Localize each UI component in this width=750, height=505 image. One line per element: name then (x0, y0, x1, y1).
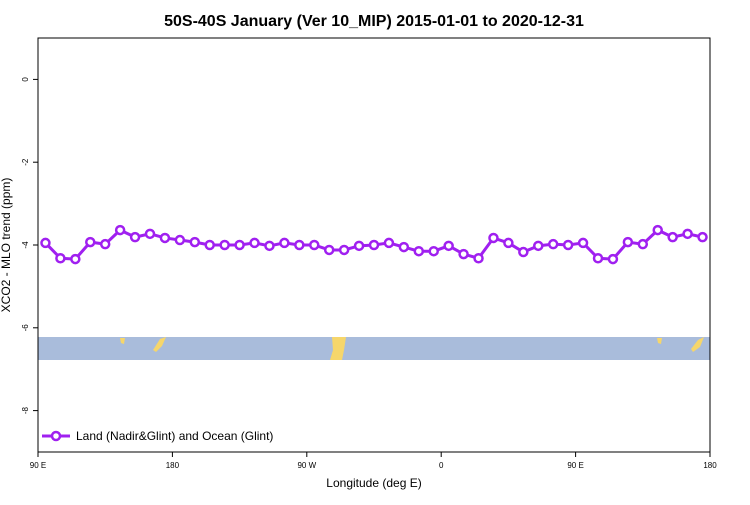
y-tick-label: 0 (21, 77, 30, 82)
data-point (144, 228, 156, 240)
data-point (443, 240, 454, 252)
chart-title: 50S-40S January (Ver 10_MIP) 2015-01-01 … (164, 13, 584, 30)
data-point (503, 237, 514, 249)
data-point (682, 228, 693, 240)
data-point (55, 252, 66, 264)
data-point (652, 224, 663, 236)
x-tick-label: 0 (439, 461, 444, 470)
x-tick-label: 180 (166, 461, 180, 470)
data-point (473, 252, 484, 264)
x-axis-label: Longitude (deg E) (326, 476, 421, 490)
data-point (533, 240, 544, 252)
data-point (518, 246, 529, 258)
data-point (70, 253, 81, 265)
data-point (697, 231, 708, 243)
x-tick-label: 90 W (297, 461, 316, 470)
data-point (592, 252, 604, 264)
y-tick-label: -4 (21, 241, 30, 249)
data-point (383, 237, 395, 249)
x-tick-label: 90 E (30, 461, 46, 470)
x-tick-label: 90 E (567, 461, 583, 470)
data-point (294, 239, 305, 251)
data-point (114, 224, 126, 236)
data-point (577, 237, 589, 249)
y-tick-label: -2 (21, 158, 30, 166)
data-point (99, 238, 111, 250)
land-patch (691, 337, 704, 352)
data-point (279, 237, 290, 249)
data-point (234, 239, 245, 251)
data-point (413, 245, 425, 257)
x-tick-label: 180 (703, 461, 717, 470)
y-axis-label: XCO2 - MLO trend (ppm) (0, 178, 13, 313)
legend-label: Land (Nadir&Glint) and Ocean (Glint) (76, 429, 273, 443)
ocean-band (38, 337, 710, 360)
data-point (204, 239, 215, 251)
land-patch (120, 338, 125, 344)
map-strip (38, 337, 710, 360)
data-point (622, 236, 634, 248)
data-point (562, 239, 574, 251)
data-point (129, 231, 141, 243)
land-patch (153, 337, 166, 352)
data-point (428, 245, 439, 257)
land-patch (657, 338, 662, 344)
data-point (637, 238, 649, 250)
data-point (264, 240, 275, 252)
legend-marker (50, 430, 62, 442)
data-point (309, 239, 320, 251)
data-point (607, 253, 619, 265)
data-point (667, 231, 678, 243)
data-point (368, 239, 380, 251)
data-point (547, 238, 559, 250)
data-point (189, 236, 201, 248)
data-point (458, 248, 469, 260)
data-point (398, 241, 410, 253)
data-point (159, 232, 171, 244)
data-point (85, 236, 96, 248)
y-tick-label: -8 (21, 406, 30, 414)
data-point (40, 237, 51, 249)
data-point (323, 244, 335, 256)
y-tick-label: -6 (21, 324, 30, 332)
data-point (338, 244, 350, 256)
data-point (353, 240, 365, 252)
data-point (219, 239, 230, 251)
data-point (249, 237, 260, 249)
land-patch (330, 337, 346, 360)
data-point (488, 232, 499, 244)
data-point (174, 234, 186, 246)
